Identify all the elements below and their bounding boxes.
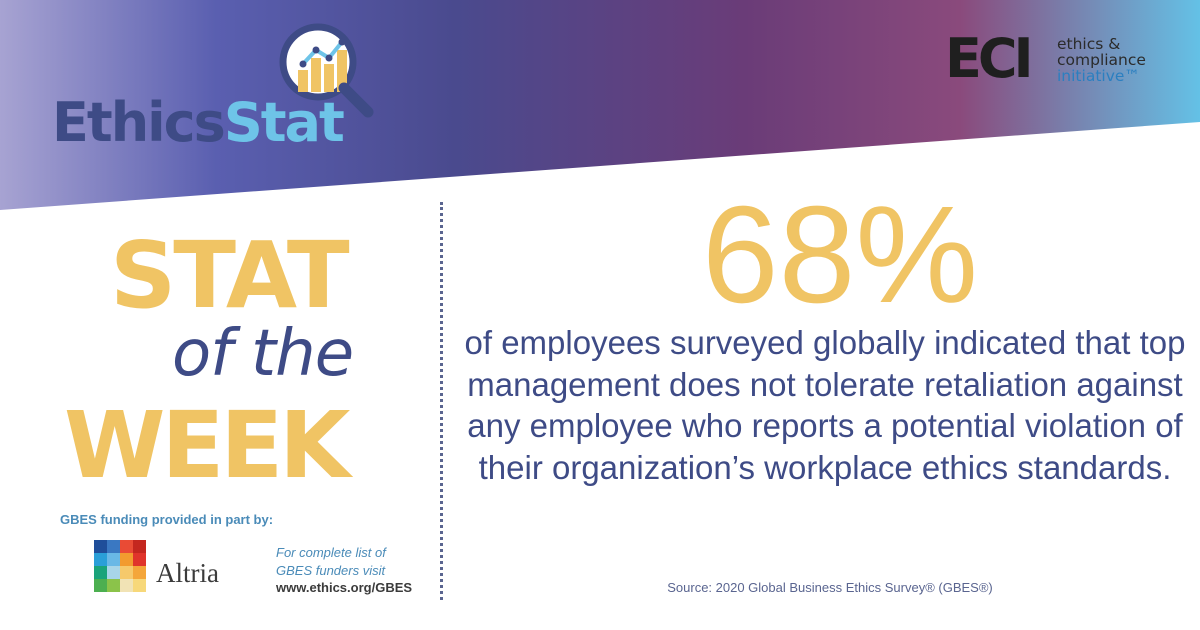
funders-note-line2: GBES funders visit xyxy=(276,562,386,578)
title-stat: STAT xyxy=(110,222,350,329)
eci-mark: ECI xyxy=(945,27,1034,90)
eci-tagline-line3: initiative™ xyxy=(1057,67,1140,85)
funders-note-line1: For complete list of xyxy=(276,545,386,560)
eci-tagline-line2: compliance xyxy=(1057,51,1146,69)
funding-label: GBES funding provided in part by: xyxy=(60,512,274,527)
magnifier-chart-icon xyxy=(279,23,374,118)
ethicsstat-wordmark: EthicsStat xyxy=(52,96,345,150)
eci-logo: ECI ethics & compliance initiative™ xyxy=(945,32,1185,92)
dotted-divider xyxy=(440,202,443,600)
altria-logo: Altria xyxy=(94,540,244,596)
eci-tagline-line1: ethics & xyxy=(1057,35,1121,53)
stat-value: 68% xyxy=(701,178,979,332)
source-citation: Source: 2020 Global Business Ethics Surv… xyxy=(667,580,993,595)
funders-link[interactable]: www.ethics.org/GBES xyxy=(276,580,413,595)
title-week: WEEK xyxy=(64,392,350,499)
title-of-the: of the xyxy=(172,317,354,391)
altria-mosaic-icon xyxy=(94,540,146,592)
altria-wordmark: Altria xyxy=(156,558,219,588)
ethicsstat-word1: Ethics xyxy=(52,91,226,154)
eci-tagline: ethics & compliance initiative™ xyxy=(1057,36,1146,84)
ethicsstat-logo: EthicsStat xyxy=(52,18,382,158)
funders-note: For complete list of GBES funders visit … xyxy=(276,544,412,597)
ethicsstat-word2: Stat xyxy=(223,91,345,154)
stat-description: of employees surveyed globally indicated… xyxy=(464,324,1186,486)
